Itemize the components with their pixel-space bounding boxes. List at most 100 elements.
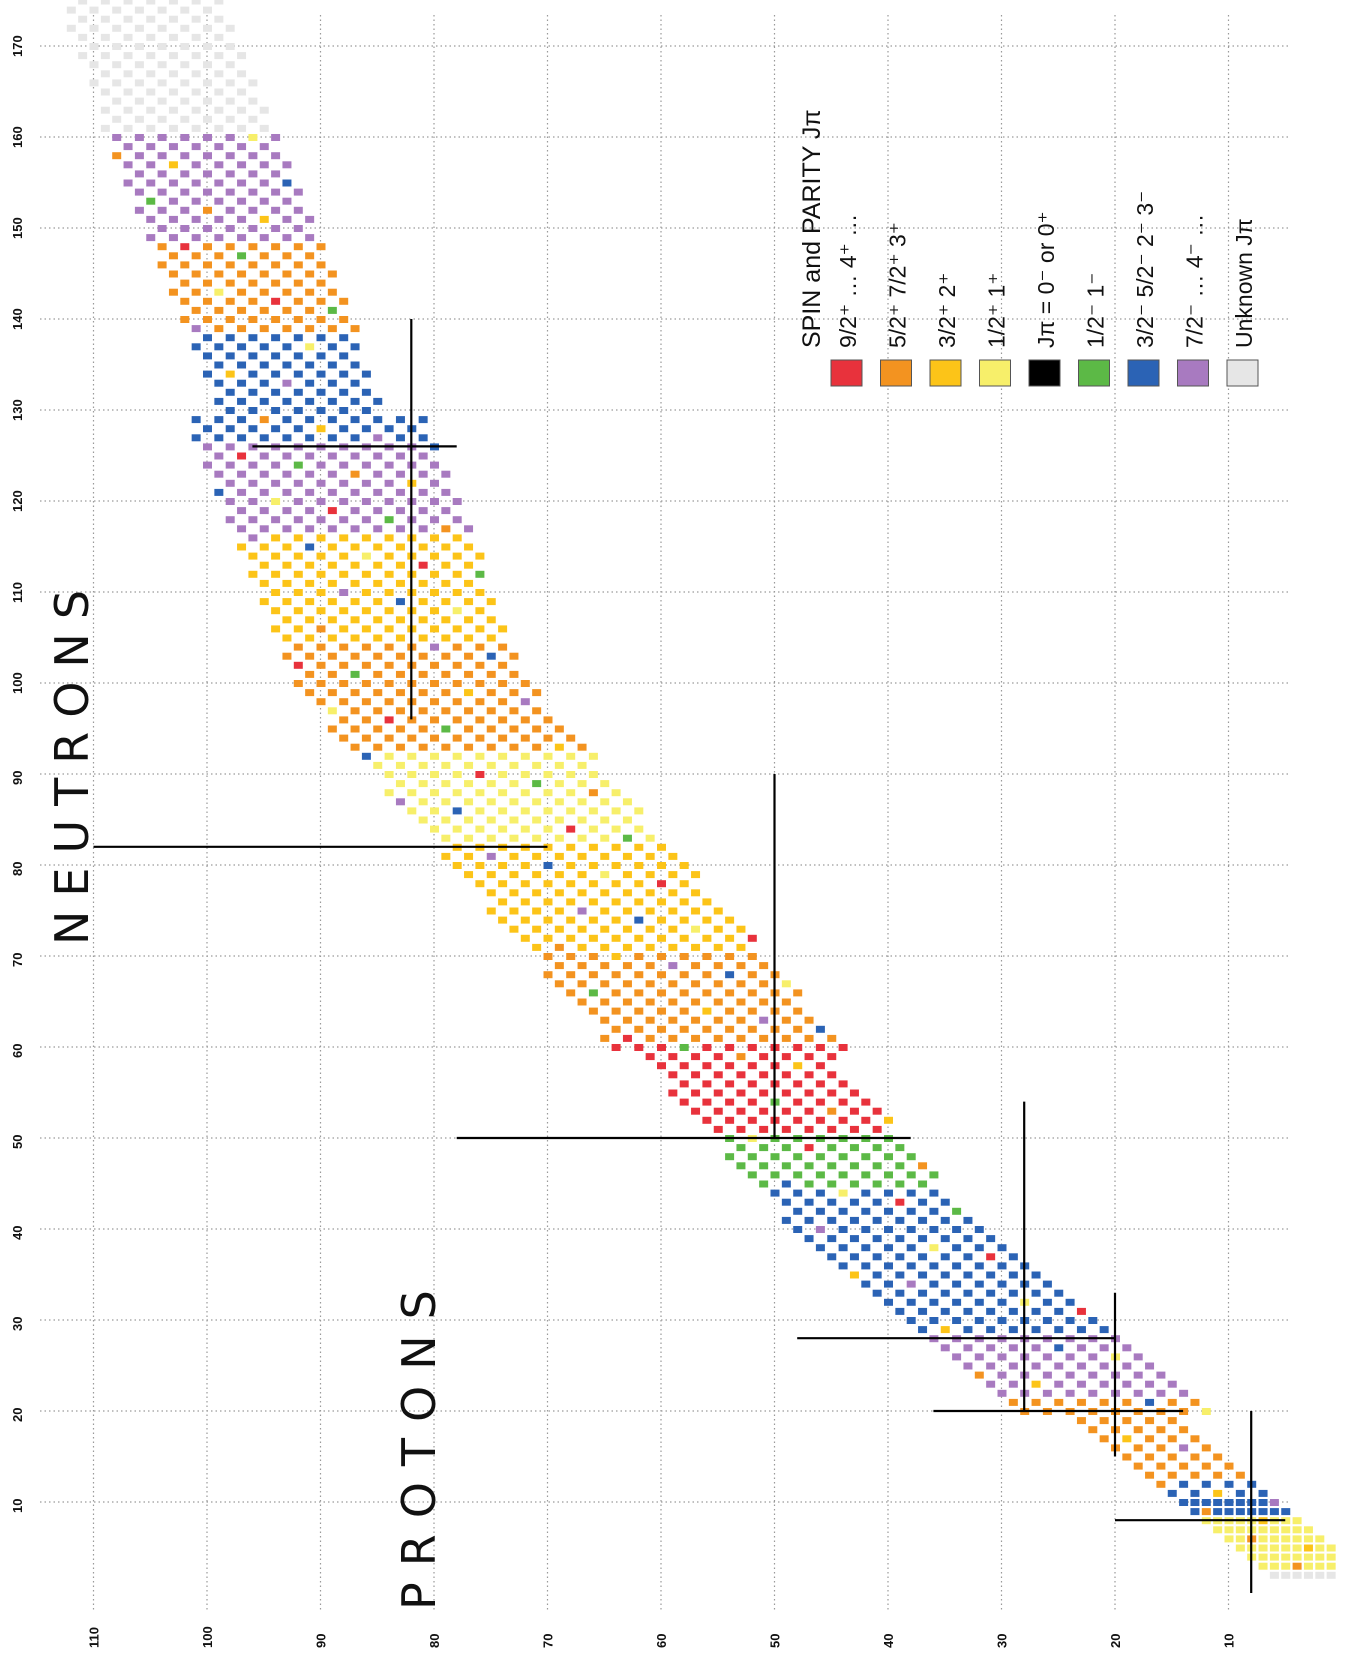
- nuclide-cell: [702, 916, 712, 924]
- protons-axis-label: PROTONS: [392, 1274, 446, 1610]
- nuclide-cell: [475, 789, 485, 797]
- nuclide-cell: [849, 1144, 859, 1152]
- nuclide-cell: [1326, 1553, 1336, 1561]
- nuclide-cell: [1099, 1417, 1109, 1425]
- nuclide-cell: [441, 689, 451, 697]
- nuclide-cell: [1099, 1435, 1109, 1443]
- neutron-tick-label: 160: [10, 126, 25, 148]
- nuclide-cell: [815, 1153, 825, 1161]
- nuclide-cell: [168, 270, 178, 278]
- nuclide-cell: [237, 361, 247, 369]
- nuclide-cell: [316, 316, 326, 323]
- nuclide-cell: [952, 1262, 962, 1270]
- nuclide-cell: [350, 689, 360, 697]
- nuclide-cell: [373, 579, 383, 587]
- nuclide-cell: [918, 1289, 928, 1297]
- nuclide-cell: [168, 33, 178, 41]
- nuclide-cell: [475, 570, 485, 578]
- nuclide-cell: [1224, 1462, 1234, 1470]
- nuclide-cell: [1088, 1353, 1098, 1361]
- nuclide-cell: [293, 370, 303, 378]
- nuclide-cell: [1292, 1571, 1302, 1579]
- nuclide-cell: [191, 88, 201, 96]
- nuclide-cell: [747, 1044, 757, 1051]
- nuclide-cell: [1190, 1435, 1200, 1443]
- nuclide-cell: [180, 279, 190, 287]
- nuclide-cell: [759, 1053, 769, 1061]
- nuclide-cell: [974, 1298, 984, 1306]
- nuclide-cell: [168, 0, 178, 5]
- nuclide-cell: [157, 134, 167, 141]
- nuclide-cell: [225, 516, 235, 524]
- nuclide-cell: [1292, 1544, 1302, 1552]
- nuclide-cell: [1122, 1380, 1132, 1388]
- nuclide-cell: [929, 1171, 939, 1179]
- nuclide-cell: [134, 115, 144, 123]
- nuclide-cell: [486, 616, 496, 624]
- nuclide-cell: [271, 516, 281, 524]
- nuclide-cell: [679, 1007, 689, 1015]
- nuclide-cell: [327, 343, 337, 351]
- nuclide-cell: [248, 516, 258, 524]
- nuclide-cell: [918, 1216, 928, 1224]
- nuclide-cell: [827, 1235, 837, 1243]
- nuclide-cell: [736, 962, 746, 970]
- nuclide-cell: [588, 752, 598, 760]
- nuclide-cell: [464, 525, 474, 533]
- nuclide-cell: [713, 925, 723, 933]
- nuclide-cell: [997, 1280, 1007, 1288]
- nuclide-cell: [986, 1380, 996, 1388]
- nuclide-cell: [781, 1071, 791, 1079]
- nuclide-cell: [316, 698, 326, 706]
- nuclide-cell: [520, 934, 530, 942]
- nuclide-cell: [1224, 1535, 1234, 1543]
- nuclide-cell: [884, 1153, 893, 1161]
- nuclide-cell: [509, 871, 519, 879]
- nuclide-cell: [974, 1353, 984, 1361]
- nuclide-cell: [384, 771, 394, 778]
- nuclide-cell: [180, 243, 190, 251]
- nuclide-cell: [849, 1107, 859, 1115]
- nuclide-cell: [180, 206, 190, 214]
- nuclide-cell: [827, 1216, 837, 1224]
- nuclide-cell: [1145, 1435, 1155, 1443]
- nuclide-cell: [668, 925, 678, 933]
- nuclide-cell: [225, 388, 235, 396]
- nuclide-cell: [838, 1044, 848, 1051]
- nuclide-cell: [1008, 1289, 1018, 1297]
- nuclide-cell: [282, 343, 292, 351]
- nuclide-cell: [952, 1280, 962, 1288]
- nuclide-cell: [509, 652, 519, 660]
- nuclide-cell: [225, 115, 235, 123]
- nuclide-cell: [146, 106, 156, 114]
- nuclide-cell: [339, 607, 349, 615]
- nuclide-cell: [203, 97, 212, 105]
- nuclide-cell: [600, 852, 610, 860]
- nuclide-cell: [157, 115, 167, 123]
- nuclide-cell: [884, 1280, 893, 1288]
- nuclide-cell: [293, 243, 303, 251]
- nuclide-cell: [725, 1098, 735, 1106]
- nuclide-cell: [1133, 1462, 1143, 1470]
- nuclide-cell: [316, 334, 326, 342]
- nuclide-cell: [974, 1317, 984, 1324]
- nuclide-cell: [1167, 1471, 1177, 1479]
- nuclide-cell: [679, 898, 689, 906]
- nuclide-cell: [838, 1207, 848, 1215]
- nuclide-cell: [452, 498, 462, 505]
- nuclide-cell: [509, 761, 519, 769]
- nuclide-cell: [203, 461, 212, 469]
- nuclide-cell: [872, 1271, 882, 1279]
- nuclide-cell: [725, 1116, 735, 1124]
- nuclide-cell: [316, 570, 326, 578]
- nuclide-cell: [384, 661, 394, 669]
- nuclide-cell: [339, 680, 349, 687]
- nuclide-cell: [1281, 1562, 1291, 1570]
- nuclide-cell: [736, 1016, 746, 1024]
- nuclide-cell: [1269, 1508, 1279, 1516]
- nuclide-cell: [1008, 1307, 1018, 1315]
- nuclide-cell: [986, 1326, 996, 1334]
- nuclide-cell: [259, 252, 269, 260]
- nuclide-cell: [918, 1326, 928, 1334]
- nuclide-cell: [237, 234, 247, 242]
